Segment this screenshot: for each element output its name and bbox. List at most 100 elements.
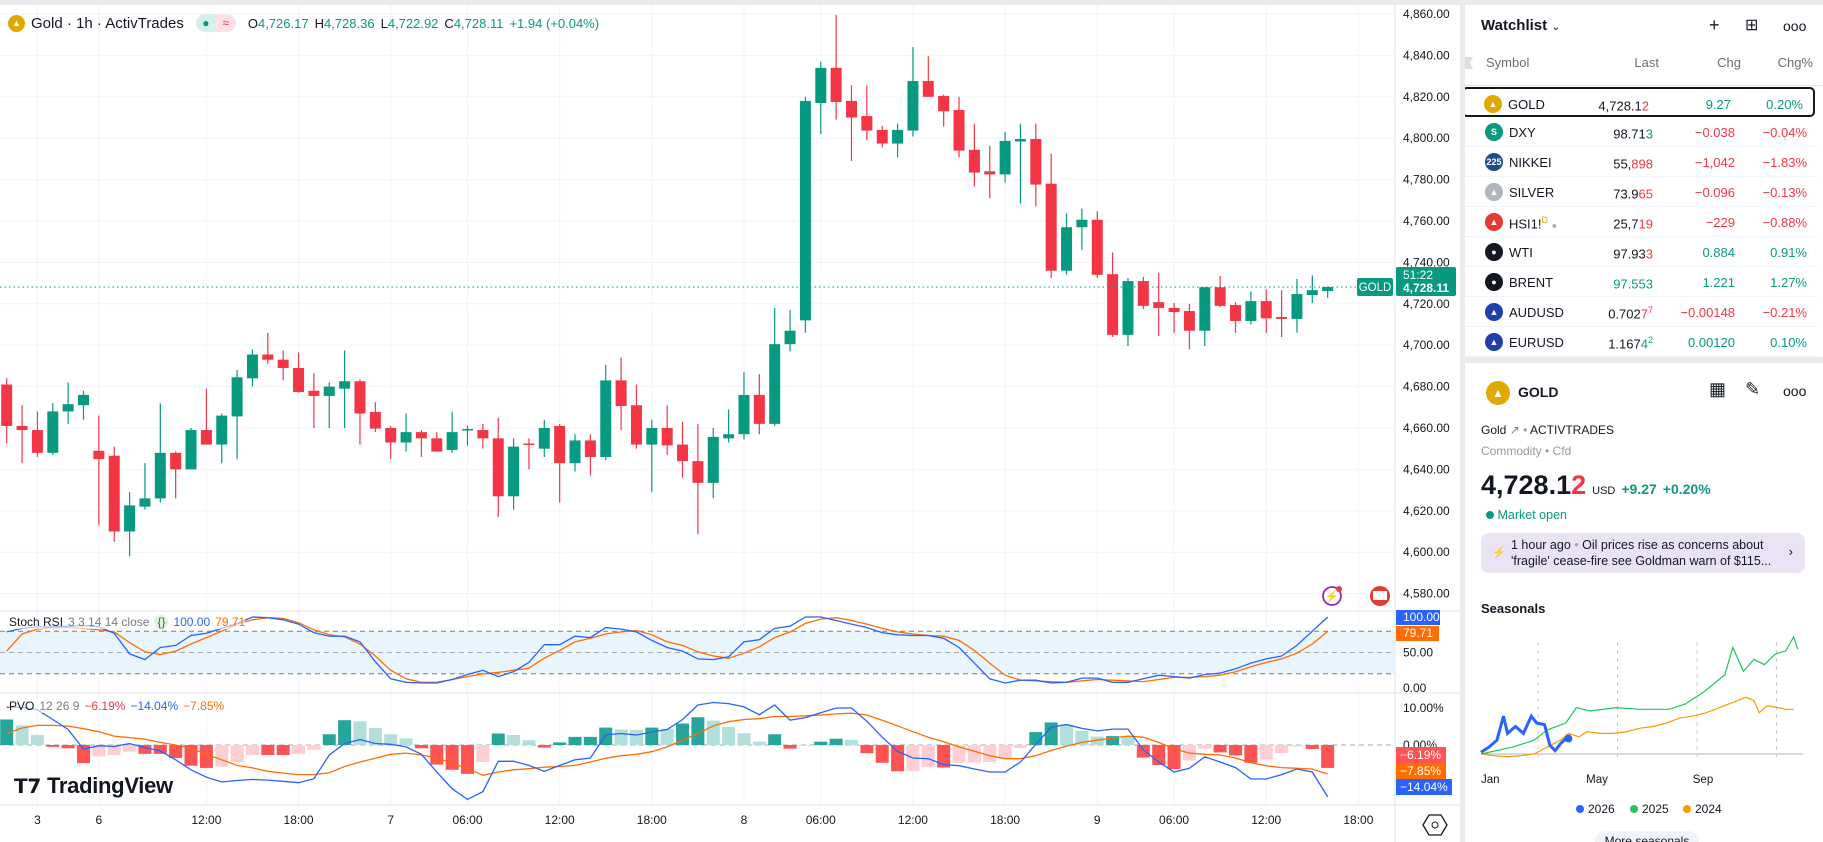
chart-canvas[interactable]: 4,860.00 4,840.00 4,820.00 4,800.00 4,780.00…: [0, 0, 1460, 842]
watchlist-row-audusd[interactable]: ▲ AUDUSD 0.70277 −0.00148 −0.21%: [1465, 297, 1817, 327]
market-status-pill[interactable]: ● ≈: [195, 14, 236, 32]
candle-body: [339, 381, 351, 389]
time-tick: 06:00: [452, 813, 482, 827]
watchlist-row-gold[interactable]: ▲ GOLD 4,728.12 9.27 0.20%: [1465, 87, 1815, 117]
candle-body: [262, 354, 274, 360]
column-chg[interactable]: Chg: [1717, 55, 1741, 70]
watchlist-row-eurusd[interactable]: ▲ EURUSD 1.16742 0.00120 0.10%: [1465, 327, 1817, 357]
pvo-histogram-bar: [430, 745, 444, 765]
gold-bars-icon: ▲: [1484, 95, 1502, 113]
silver-bars-icon: ▲: [1485, 183, 1503, 201]
last: 1.16742: [1608, 335, 1653, 352]
more-icon[interactable]: ooo: [1783, 383, 1807, 399]
seasonals-title[interactable]: Seasonals: [1481, 601, 1546, 616]
pvo-histogram-bar: [737, 733, 751, 745]
news-item[interactable]: ⚡ 1 hour ago • Oil prices rise as concer…: [1481, 533, 1805, 573]
pvo-histogram-bar: [77, 745, 90, 764]
tradingview-logo[interactable]: 𝗧𝟳 TradingView: [14, 773, 173, 798]
candle-body: [400, 432, 412, 443]
candle-body: [1260, 301, 1272, 319]
notification-dot: [1336, 586, 1342, 592]
legend-2025[interactable]: 2025: [1630, 802, 1669, 816]
stoch-rsi-legend[interactable]: Stoch RSI 3 3 14 14 close {} 100.00 79.71: [9, 615, 246, 629]
time-tick: 12:00: [191, 813, 221, 827]
lightning-icon: [1322, 586, 1342, 606]
symbol: GOLD: [1508, 97, 1545, 112]
candle-body: [1322, 287, 1334, 292]
pvo-histogram-bar: [15, 725, 29, 745]
more-icon[interactable]: ooo: [1783, 18, 1807, 34]
pvo-histogram-bar: [322, 734, 336, 745]
last: 0.70277: [1608, 305, 1653, 322]
candle-body: [231, 377, 243, 417]
time-tick: 06:00: [1159, 813, 1189, 827]
time-tick: 12:00: [898, 813, 928, 827]
pvo-histogram-bar: [1244, 745, 1258, 763]
candle-body: [277, 359, 289, 368]
chart-area[interactable]: 4,860.00 4,840.00 4,820.00 4,800.00 4,780.00…: [0, 5, 1460, 842]
time-tick: 8: [741, 813, 748, 827]
legend-2026[interactable]: 2026: [1576, 802, 1615, 816]
watchlist-row-wti[interactable]: ● WTI 97.933 0.884 0.91%: [1465, 237, 1817, 267]
pvo-histogram-bar: [384, 734, 398, 745]
candle-body: [139, 498, 151, 507]
exchange: ACTIVTRADES: [1529, 423, 1614, 437]
column-chg-pct[interactable]: Chg%: [1777, 55, 1813, 70]
watchlist-row-dxy[interactable]: S DXY 98.713 −0.038 −0.04%: [1465, 117, 1817, 147]
time-tick: 18:00: [1343, 813, 1373, 827]
candle-body: [1076, 219, 1088, 228]
hist-value: −6.19%: [84, 699, 126, 713]
external-link-icon[interactable]: ↗: [1509, 423, 1520, 437]
pvo-legend[interactable]: PVO 12 26 9 −6.19% −14.04% −7.85%: [9, 699, 225, 713]
watchlist-row-silver[interactable]: ▲ SILVER 73.965 −0.096 −0.13%: [1465, 177, 1817, 207]
last: 73.965: [1613, 186, 1653, 202]
symbol-name-link[interactable]: Gold: [1481, 423, 1507, 437]
pvo-histogram-bar: [814, 741, 828, 745]
more-seasonals-button[interactable]: More seasonals: [1595, 831, 1699, 842]
candle-body: [1291, 294, 1303, 319]
candle-body: [1306, 290, 1318, 296]
flag-column-icon[interactable]: [1465, 57, 1473, 69]
source-code-icon[interactable]: {}: [154, 615, 169, 629]
candle-body: [630, 405, 642, 445]
price-tick: 4,580.00: [1403, 587, 1450, 601]
symbol-title[interactable]: Gold · 1h · ActivTrades: [31, 14, 184, 32]
pvo-histogram-bar: [1305, 745, 1319, 750]
price-tick: 4,820.00: [1403, 90, 1450, 104]
column-symbol[interactable]: Symbol: [1486, 55, 1530, 70]
column-last[interactable]: Last: [1634, 55, 1659, 70]
badge: D: [1541, 215, 1549, 225]
price-tick: 4,760.00: [1403, 214, 1450, 228]
legend-2024[interactable]: 2024: [1683, 802, 1722, 816]
pvo-histogram-bar: [1136, 745, 1150, 758]
seasonals-chart[interactable]: Jan May Sep: [1465, 617, 1823, 789]
chg: 1.221: [1702, 275, 1735, 290]
edit-icon[interactable]: ✎: [1745, 379, 1761, 399]
watchlist-row-hsi1[interactable]: ▲ HSI1!D ● 25,719 −229 −0.88%: [1465, 207, 1817, 237]
symbol: EURUSD: [1509, 335, 1564, 350]
candle-body: [922, 81, 934, 97]
watchlist-title[interactable]: Watchlist ⌄: [1481, 17, 1561, 34]
pvo-histogram-bar: [660, 728, 674, 745]
add-symbol-icon[interactable]: +: [1709, 15, 1720, 35]
price-tick: 4,800.00: [1403, 131, 1450, 145]
indicator-params: 12 26 9: [39, 699, 80, 713]
watchlist-row-brent[interactable]: ● BRENT 97.553 1.221 1.27%: [1465, 267, 1817, 297]
candle-body: [938, 95, 950, 112]
pvo-histogram-bar: [353, 721, 367, 745]
pvo-histogram-bar: [399, 738, 413, 745]
chg-pct: −0.13%: [1762, 185, 1807, 200]
pvo-histogram-bar: [123, 745, 137, 752]
lightning-icon-glyph: ⚡: [1325, 590, 1339, 603]
advanced-view-icon[interactable]: ⊞: [1745, 17, 1759, 34]
seasonals-line-2026: [1480, 713, 1569, 754]
pvo-histogram-bar: [752, 741, 766, 745]
grid-icon[interactable]: ▦: [1709, 379, 1727, 399]
chg-pct: 0.91%: [1770, 245, 1807, 260]
pvo-histogram-bar: [983, 745, 997, 763]
details-symbol[interactable]: GOLD: [1518, 384, 1559, 400]
pvo-histogram-bar: [614, 729, 628, 745]
candle-body: [799, 100, 811, 321]
watchlist-row-nikkei[interactable]: 225 NIKKEI 55,898 −1,042 −1.83%: [1465, 147, 1817, 177]
candle-body: [692, 461, 704, 483]
